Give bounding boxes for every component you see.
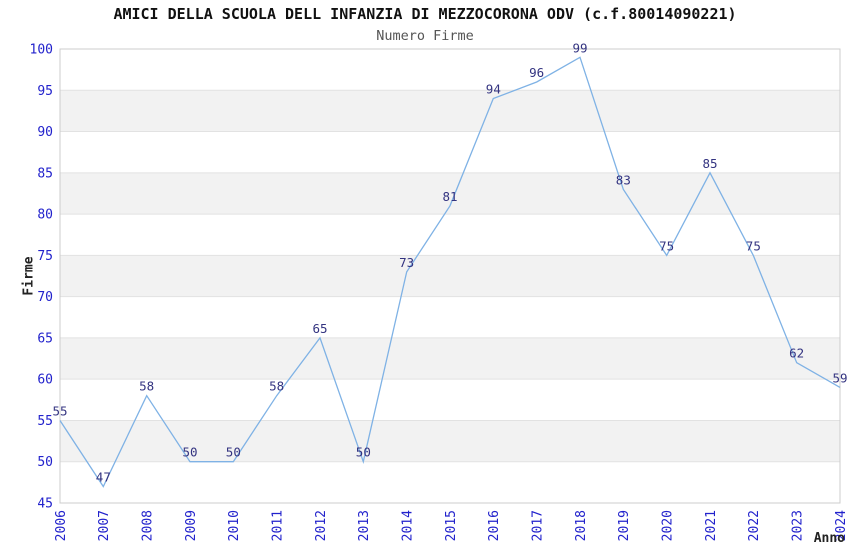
y-tick-label: 75 [37, 249, 53, 264]
y-tick-label: 45 [37, 497, 53, 512]
x-tick-label: 2024 [834, 510, 849, 541]
y-tick-label: 90 [37, 125, 53, 140]
y-axis-title: Firme [21, 256, 37, 296]
data-point-label: 59 [832, 370, 847, 385]
chart-title: AMICI DELLA SCUOLA DELL INFANZIA DI MEZZ… [113, 5, 737, 23]
x-tick-label: 2018 [574, 510, 589, 541]
x-tick-label: 2019 [617, 510, 632, 541]
x-tick-label: 2009 [184, 510, 199, 541]
plot-band [60, 337, 840, 380]
x-tick-label: 2007 [97, 510, 112, 541]
data-point-label: 50 [356, 445, 371, 460]
data-point-label: 73 [399, 255, 414, 270]
x-tick-label: 2020 [660, 510, 675, 541]
data-point-label: 47 [96, 469, 111, 484]
plot-band [60, 172, 840, 215]
y-tick-label: 70 [37, 290, 53, 305]
x-tick-label: 2013 [357, 510, 372, 541]
x-tick-label: 2014 [400, 510, 415, 541]
x-tick-label: 2016 [487, 510, 502, 541]
plot-band [60, 255, 840, 297]
plot-band [60, 420, 840, 462]
data-point-label: 99 [572, 40, 587, 55]
data-point-label: 55 [52, 403, 67, 418]
data-point-label: 81 [442, 189, 457, 204]
data-point-label: 75 [659, 238, 674, 253]
x-tick-label: 2017 [530, 510, 545, 541]
x-tick-label: 2023 [790, 510, 805, 541]
data-point-label: 58 [139, 379, 154, 394]
data-point-label: 50 [182, 445, 197, 460]
y-tick-label: 80 [37, 208, 53, 223]
x-tick-label: 2021 [704, 510, 719, 541]
data-point-label: 50 [226, 445, 241, 460]
data-point-label: 83 [616, 172, 631, 187]
chart-subtitle: Numero Firme [376, 28, 474, 44]
data-point-label: 65 [312, 321, 327, 336]
y-tick-label: 50 [37, 455, 53, 470]
data-point-label: 75 [746, 238, 761, 253]
x-tick-label: 2011 [270, 510, 285, 541]
data-point-label: 94 [486, 82, 501, 97]
x-tick-label: 2008 [140, 510, 155, 541]
x-tick-label: 2022 [747, 510, 762, 541]
y-tick-label: 55 [37, 414, 53, 429]
data-point-label: 58 [269, 379, 284, 394]
data-point-label: 96 [529, 65, 544, 80]
x-tick-label: 2010 [227, 510, 242, 541]
series-line [59, 56, 841, 488]
x-axis-title: Anno [813, 531, 845, 546]
x-tick-label: 2006 [54, 510, 69, 541]
y-tick-label: 60 [37, 373, 53, 388]
plot-band [60, 90, 840, 132]
data-point-label: 85 [702, 156, 717, 171]
x-tick-label: 2012 [314, 510, 329, 541]
x-tick-label: 2015 [444, 510, 459, 541]
y-tick-label: 85 [37, 166, 53, 181]
plot-border [59, 48, 841, 504]
y-tick-label: 95 [37, 84, 53, 99]
y-tick-label: 65 [37, 331, 53, 346]
data-point-label: 62 [789, 346, 804, 361]
y-tick-label: 100 [30, 43, 53, 58]
